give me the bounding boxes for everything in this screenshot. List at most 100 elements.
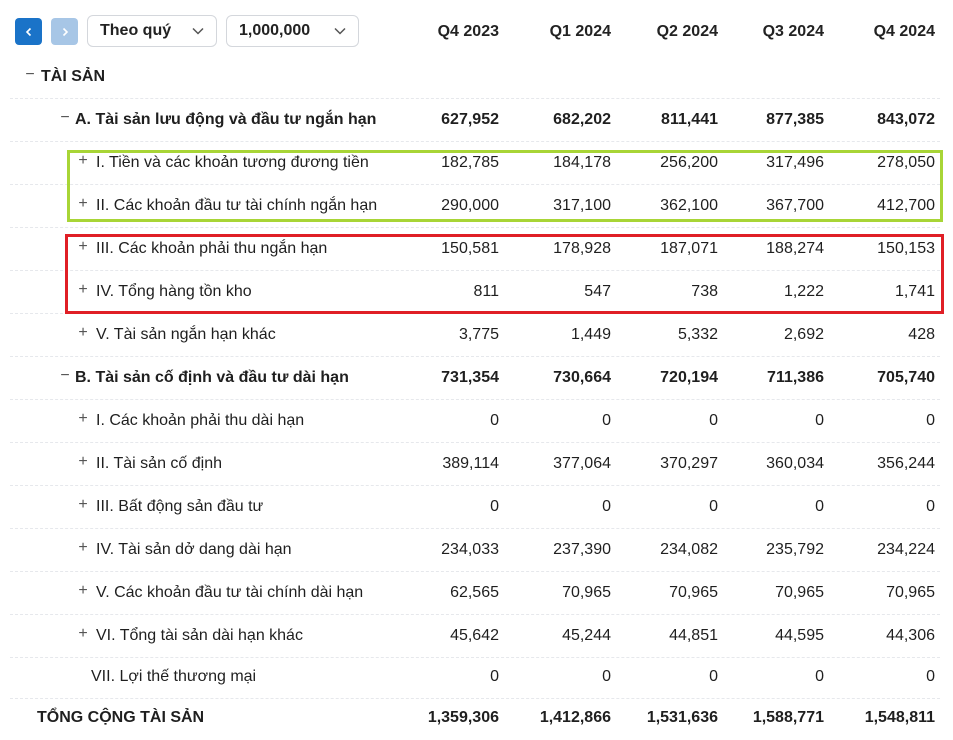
cell-value: 62,565 [450,584,499,601]
table-row[interactable]: − TÀI SẢN [10,56,940,99]
cell-value: 44,595 [775,627,824,644]
cell-value: 234,082 [660,541,718,558]
expand-icon[interactable]: + [78,496,88,513]
cell-value: 1,222 [783,283,824,300]
cell-value: 547 [584,283,611,300]
table-row[interactable]: + IV. Tài sản dở dang dài hạn 234,033 237,3… [10,529,940,572]
cell-value: 0 [709,498,718,515]
table-row[interactable]: − B. Tài sản cố định và đầu tư dài hạn 731… [10,357,940,400]
expand-icon[interactable]: + [78,152,88,169]
cell-value: 235,792 [766,541,824,558]
cell-value: 317,100 [553,197,611,214]
cell-value: 45,244 [562,627,611,644]
expand-icon[interactable]: + [78,582,88,599]
cell-value: 1,741 [894,283,935,300]
cell-value: 317,496 [766,154,824,171]
cell-value: 187,071 [660,240,718,257]
cell-value: 0 [490,412,499,429]
cell-value: 70,965 [886,584,935,601]
previous-period-button[interactable] [15,18,42,45]
cell-value: 356,244 [877,455,935,472]
cell-value: 389,114 [442,455,499,472]
total-row: TỔNG CỘNG TÀI SẢN 1,359,306 1,412,866 1,531… [10,697,940,740]
cell-value: 738 [691,283,718,300]
cell-value: 0 [926,412,935,429]
column-header-q2-2024: Q2 2024 [656,23,718,40]
table-row[interactable]: + V. Tài sản ngắn hạn khác 3,775 1,449 5,332… [10,314,940,357]
cell-value: 3,775 [458,326,499,343]
cell-value: 0 [602,412,611,429]
expand-icon[interactable]: + [78,281,88,298]
expand-icon[interactable]: + [78,195,88,212]
table-row[interactable]: + II. Các khoản đầu tư tài chính ngắn hạn… [10,185,940,228]
cell-value: 278,050 [877,154,935,171]
cell-value: 0 [490,668,499,685]
expand-icon[interactable]: + [78,625,88,642]
collapse-icon[interactable]: − [25,66,35,83]
row-label: A. Tài sản lưu động và đầu tư ngắn hạn [75,111,377,128]
cell-value: 0 [709,668,718,685]
collapse-icon[interactable]: − [60,109,70,126]
cell-value: 362,100 [660,197,718,214]
row-label: V. Các khoản đầu tư tài chính dài hạn [96,584,364,601]
cell-value: 1,548,811 [864,709,935,726]
period-select[interactable]: Theo quý [87,15,217,47]
cell-value: 256,200 [660,154,718,171]
cell-value: 44,851 [669,627,718,644]
cell-value: 0 [709,412,718,429]
cell-value: 367,700 [766,197,824,214]
cell-value: 70,965 [775,584,824,601]
table-row[interactable]: + I. Tiền và các khoản tương đương tiền 18… [10,142,940,185]
row-label: VII. Lợi thế thương mại [91,668,257,685]
cell-value: 720,194 [660,369,718,386]
chevron-left-icon [25,27,31,36]
expand-icon[interactable]: + [78,410,88,427]
unit-select[interactable]: 1,000,000 [226,15,359,47]
unit-select-value: 1,000,000 [239,22,311,39]
table-row: VII. Lợi thế thương mại 0 0 0 0 0 [10,656,940,699]
table-row[interactable]: + III. Bất động sản đầu tư 0 0 0 0 0 [10,486,940,529]
cell-value: 290,000 [441,197,499,214]
cell-value: 811 [473,283,499,300]
table-row[interactable]: + VI. Tổng tài sản dài hạn khác 45,642 45,2… [10,615,940,658]
cell-value: 1,449 [570,326,611,343]
expand-icon[interactable]: + [78,453,88,470]
table-row[interactable]: + II. Tài sản cố định 389,114 377,064 370,29… [10,443,940,486]
cell-value: 70,965 [669,584,718,601]
cell-value: 44,306 [886,627,935,644]
expand-icon[interactable]: + [78,539,88,556]
expand-icon[interactable]: + [78,238,88,255]
cell-value: 731,354 [441,369,499,386]
row-label: B. Tài sản cố định và đầu tư dài hạn [75,369,349,386]
row-label: I. Các khoản phải thu dài hạn [96,412,305,429]
row-label: II. Các khoản đầu tư tài chính ngắn hạn [96,197,378,214]
row-label: I. Tiền và các khoản tương đương tiền [96,154,369,171]
cell-value: 1,588,771 [752,709,824,726]
column-header-q4-2024: Q4 2024 [873,23,935,40]
cell-value: 70,965 [562,584,611,601]
cell-value: 5,332 [677,326,718,343]
row-label: TÀI SẢN [41,68,105,85]
expand-icon[interactable]: + [78,324,88,341]
cell-value: 360,034 [766,455,824,472]
table-row[interactable]: + I. Các khoản phải thu dài hạn 0 0 0 0 0 [10,400,940,443]
chevron-down-icon [192,27,204,35]
table-row[interactable]: + IV. Tổng hàng tồn kho 811 547 738 1,222 1,74… [10,271,940,314]
column-header-q4-2023: Q4 2023 [437,23,499,40]
collapse-icon[interactable]: − [60,367,70,384]
cell-value: 184,178 [553,154,611,171]
chevron-down-icon [334,27,346,35]
table-row[interactable]: + III. Các khoản phải thu ngắn hạn 150,581… [10,228,940,271]
cell-value: 234,224 [877,541,935,558]
cell-value: 2,692 [783,326,824,343]
cell-value: 0 [602,668,611,685]
cell-value: 0 [926,668,935,685]
cell-value: 730,664 [553,369,611,386]
table-row[interactable]: − A. Tài sản lưu động và đầu tư ngắn hạn 6… [10,99,940,142]
cell-value: 0 [815,498,824,515]
cell-value: 182,785 [441,154,499,171]
cell-value: 45,642 [450,627,499,644]
next-period-button[interactable] [51,18,78,45]
row-label: IV. Tổng hàng tồn kho [96,283,252,300]
table-row[interactable]: + V. Các khoản đầu tư tài chính dài hạn 62… [10,572,940,615]
